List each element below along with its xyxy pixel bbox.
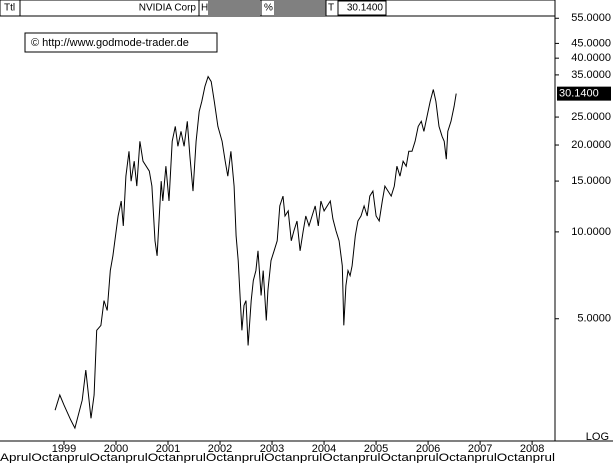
y-tick-label: 10.0000 xyxy=(571,226,611,238)
x-tick-label: 2000 xyxy=(104,443,128,455)
last-box xyxy=(337,0,387,16)
y-tick-label: 35.0000 xyxy=(571,69,611,81)
y-tick-label: 25.0000 xyxy=(571,111,611,123)
y-tick-label: 5.0000 xyxy=(577,313,611,325)
month-strip: AprulOctanprulOctanprulOctanprulOctanpru… xyxy=(0,452,555,463)
y-tick-label: 55.0000 xyxy=(571,12,611,24)
pct-box xyxy=(274,1,326,15)
last-price: 30.1400 xyxy=(347,3,384,14)
x-tick-label: 2005 xyxy=(364,443,388,455)
x-tick-label: 2001 xyxy=(156,443,180,455)
x-tick-label: 2007 xyxy=(468,443,492,455)
x-tick-label: 2006 xyxy=(416,443,440,455)
y-tick-label: 40.0000 xyxy=(571,52,611,64)
y-tick-label: 45.0000 xyxy=(571,37,611,49)
x-tick-label: 2002 xyxy=(208,443,232,455)
pct-label: % xyxy=(264,3,273,14)
x-tick-label: 2004 xyxy=(312,443,336,455)
y-tick-label: 15.0000 xyxy=(571,175,611,187)
watermark-box xyxy=(24,32,218,53)
h-box xyxy=(208,1,260,15)
y-tick-label: 20.0000 xyxy=(571,139,611,151)
t-label: T xyxy=(328,3,334,14)
watermark: © http://www.godmode-trader.de xyxy=(31,37,189,49)
last-price-label: 30.1400 xyxy=(559,88,599,100)
security-name: NVIDIA Corp xyxy=(139,3,197,14)
last-price-marker xyxy=(557,86,611,101)
name-box xyxy=(20,1,198,15)
log-label: LOG xyxy=(586,431,609,443)
x-tick-label: 2003 xyxy=(260,443,284,455)
x-tick-label: 1999 xyxy=(52,443,76,455)
ttl: Ttl xyxy=(4,3,15,14)
x-tick-label: 2008 xyxy=(520,443,544,455)
h-label: H xyxy=(201,3,208,14)
price-line xyxy=(54,75,457,430)
